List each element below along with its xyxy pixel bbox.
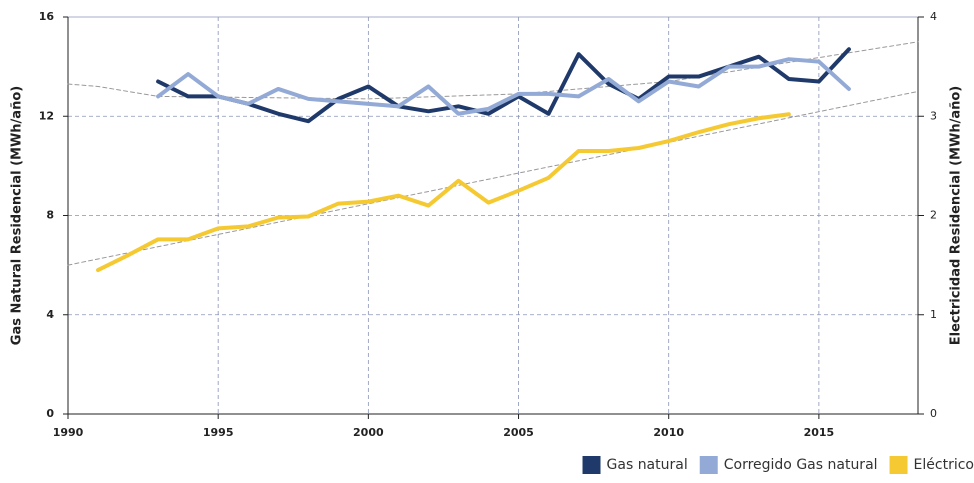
y-axis-title: Gas Natural Residencial (MWh/año) <box>10 86 25 345</box>
x-tick-label: 2005 <box>503 426 534 439</box>
x-tick-label: 2010 <box>653 426 684 439</box>
y-tick-label: 8 <box>46 209 54 222</box>
x-tick-label: 1990 <box>53 426 84 439</box>
y2-tick-label: 0 <box>930 407 937 420</box>
x-tick-label: 1995 <box>203 426 234 439</box>
legend-label: Gas natural <box>607 457 688 473</box>
data-line <box>156 57 851 116</box>
y2-tick-label: 4 <box>930 10 937 23</box>
legend-swatch <box>889 456 908 474</box>
y2-axis-title: Electricidad Residencial (MWh/año) <box>949 86 964 345</box>
y-tick-label: 0 <box>46 407 54 420</box>
legend-swatch <box>582 456 601 474</box>
legend: Gas natural Corregido Gas natural Eléctric… <box>582 456 974 474</box>
legend-swatch <box>699 456 718 474</box>
y-tick-label: 16 <box>39 10 55 23</box>
y2-tick-label: 3 <box>930 109 937 122</box>
trend-line <box>67 90 919 266</box>
legend-label: Corregido Gas natural <box>724 457 878 473</box>
y-tick-label: 4 <box>46 308 54 321</box>
x-tick-label: 2015 <box>804 426 835 439</box>
legend-label: Eléctrico <box>914 457 974 473</box>
y2-tick-label: 1 <box>930 308 937 321</box>
data-line <box>96 112 791 273</box>
trend-line <box>67 41 919 100</box>
data-line <box>156 47 851 124</box>
x-tick-label: 2000 <box>353 426 384 439</box>
y2-tick-label: 2 <box>930 209 937 222</box>
y-tick-label: 12 <box>39 109 54 122</box>
